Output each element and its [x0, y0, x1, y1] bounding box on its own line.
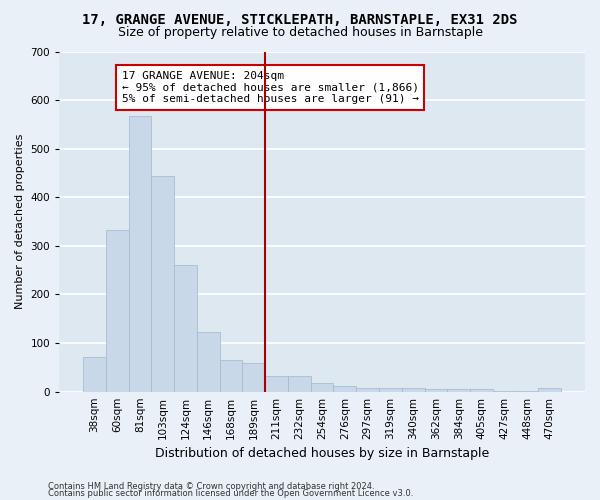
Bar — [128, 116, 151, 392]
Bar — [174, 266, 197, 392]
Text: 17 GRANGE AVENUE: 204sqm
← 95% of detached houses are smaller (1,866)
5% of semi: 17 GRANGE AVENUE: 204sqm ← 95% of detach… — [122, 71, 419, 104]
Bar — [447, 390, 470, 392]
Bar — [311, 384, 334, 392]
Bar — [106, 230, 128, 392]
Text: Size of property relative to detached houses in Barnstaple: Size of property relative to detached ho… — [118, 26, 482, 39]
Bar — [470, 390, 493, 392]
Bar — [402, 388, 425, 392]
Bar — [356, 388, 379, 392]
Bar — [515, 390, 538, 392]
Bar — [220, 360, 242, 392]
Text: 17, GRANGE AVENUE, STICKLEPATH, BARNSTAPLE, EX31 2DS: 17, GRANGE AVENUE, STICKLEPATH, BARNSTAP… — [82, 12, 518, 26]
Bar — [265, 376, 288, 392]
Y-axis label: Number of detached properties: Number of detached properties — [15, 134, 25, 310]
Bar — [288, 376, 311, 392]
Bar — [538, 388, 561, 392]
Bar — [379, 388, 402, 392]
Bar — [334, 386, 356, 392]
Bar — [197, 332, 220, 392]
Bar — [425, 390, 447, 392]
Bar — [151, 176, 174, 392]
Bar — [242, 362, 265, 392]
Text: Contains HM Land Registry data © Crown copyright and database right 2024.: Contains HM Land Registry data © Crown c… — [48, 482, 374, 491]
Bar — [493, 390, 515, 392]
X-axis label: Distribution of detached houses by size in Barnstaple: Distribution of detached houses by size … — [155, 447, 489, 460]
Bar — [83, 356, 106, 392]
Text: Contains public sector information licensed under the Open Government Licence v3: Contains public sector information licen… — [48, 490, 413, 498]
